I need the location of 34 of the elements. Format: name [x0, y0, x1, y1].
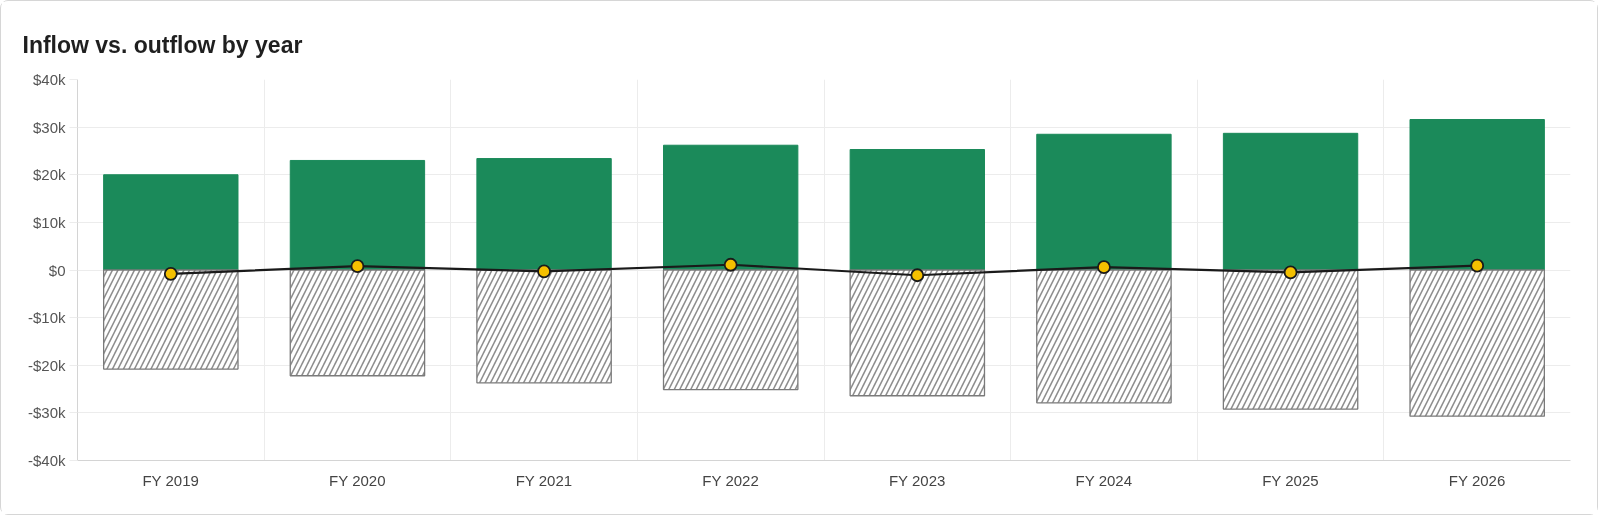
point [723, 257, 738, 272]
y-tick-label: -$40k [27, 452, 66, 469]
x-tick-label: FY 2023 [888, 471, 946, 489]
bar [289, 159, 426, 271]
y-tick-label: $40k [32, 71, 66, 88]
bar [103, 174, 239, 271]
x-tick-label: FY 2024 [1075, 471, 1133, 489]
x-tick-label: FY 2019 [142, 471, 199, 489]
point [163, 266, 178, 281]
point [910, 268, 925, 283]
y-tick-label: $0 [48, 261, 66, 279]
chart-title: Inflow vs. outflow by year [22, 31, 303, 58]
y-tick-label: $20k [32, 166, 66, 184]
x-tick-label: FY 2022 [702, 471, 759, 489]
bar [476, 158, 612, 271]
bar [1036, 133, 1172, 271]
point [537, 264, 551, 279]
point [1470, 258, 1485, 273]
y-tick-label: $30k [32, 118, 66, 136]
point [1097, 260, 1111, 275]
x-tick-label: FY 2025 [1262, 471, 1319, 489]
x-tick-label: FY 2021 [515, 471, 573, 489]
bar [849, 149, 985, 271]
bar [1222, 132, 1359, 271]
x-tick-label: FY 2026 [1448, 471, 1506, 489]
point [350, 259, 365, 274]
bar [1409, 119, 1545, 271]
y-tick-label: -$10k [27, 309, 66, 327]
bar [663, 144, 799, 271]
y-tick-label: -$30k [27, 404, 66, 422]
point [1283, 265, 1298, 280]
x-tick-label: FY 2020 [329, 471, 386, 489]
y-tick-label: $10k [32, 213, 66, 231]
y-tick-label: -$20k [27, 356, 66, 374]
